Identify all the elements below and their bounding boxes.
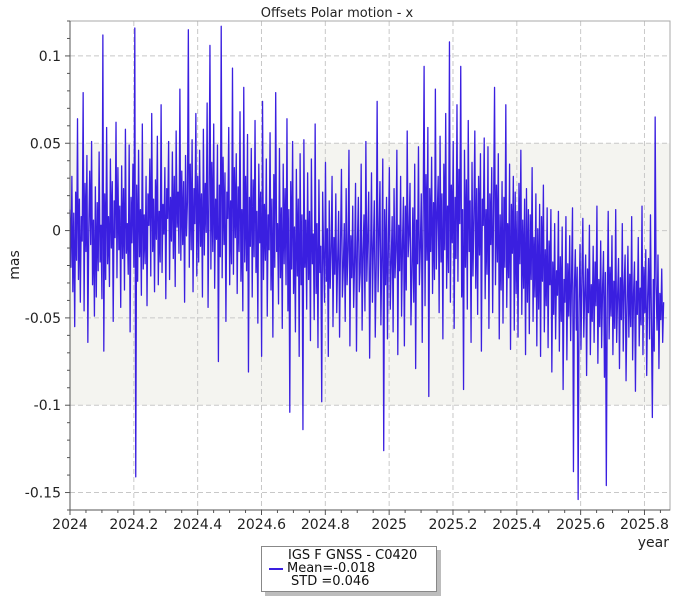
y-tick-label: 0.1 <box>39 49 61 65</box>
series-layer <box>69 25 665 501</box>
y-tick-label: 0.05 <box>30 136 61 152</box>
x-tick-label: 2024 <box>52 517 88 533</box>
x-tick-label: 2025.2 <box>428 517 477 533</box>
series-line <box>69 25 665 501</box>
y-tick-label: -0.15 <box>25 486 61 502</box>
x-axis-label: year <box>638 535 669 551</box>
y-tick-label: 0 <box>52 224 61 240</box>
x-tick-label: 2024.2 <box>109 517 158 533</box>
y-axis-label: mas <box>7 250 23 280</box>
legend-series-name: IGS F GNSS - C0420 <box>288 548 418 563</box>
legend: IGS F GNSS - C0420 Mean=-0.018 STD =0.04… <box>261 546 437 592</box>
chart-title: Offsets Polar motion - x <box>261 6 414 21</box>
x-tick-label: 2025 <box>371 517 407 533</box>
x-tick-label: 2024.6 <box>237 517 286 533</box>
y-tick-label: -0.1 <box>34 398 61 414</box>
x-tick-label: 2025.8 <box>620 517 669 533</box>
x-tick-label: 2024.4 <box>173 517 222 533</box>
x-tick-label: 2025.4 <box>492 517 541 533</box>
y-tick-label: -0.05 <box>25 311 61 327</box>
x-tick-label: 2025.6 <box>556 517 605 533</box>
legend-series-swatch <box>269 568 283 570</box>
legend-std: STD =0.046 <box>291 574 370 589</box>
x-tick-label: 2024.8 <box>301 517 350 533</box>
axes: 0.1 0.05 0 -0.05 -0.1 -0.15 2024 2024.2 2024.4 20… <box>25 20 671 533</box>
legend-mean: Mean=-0.018 <box>287 561 376 576</box>
